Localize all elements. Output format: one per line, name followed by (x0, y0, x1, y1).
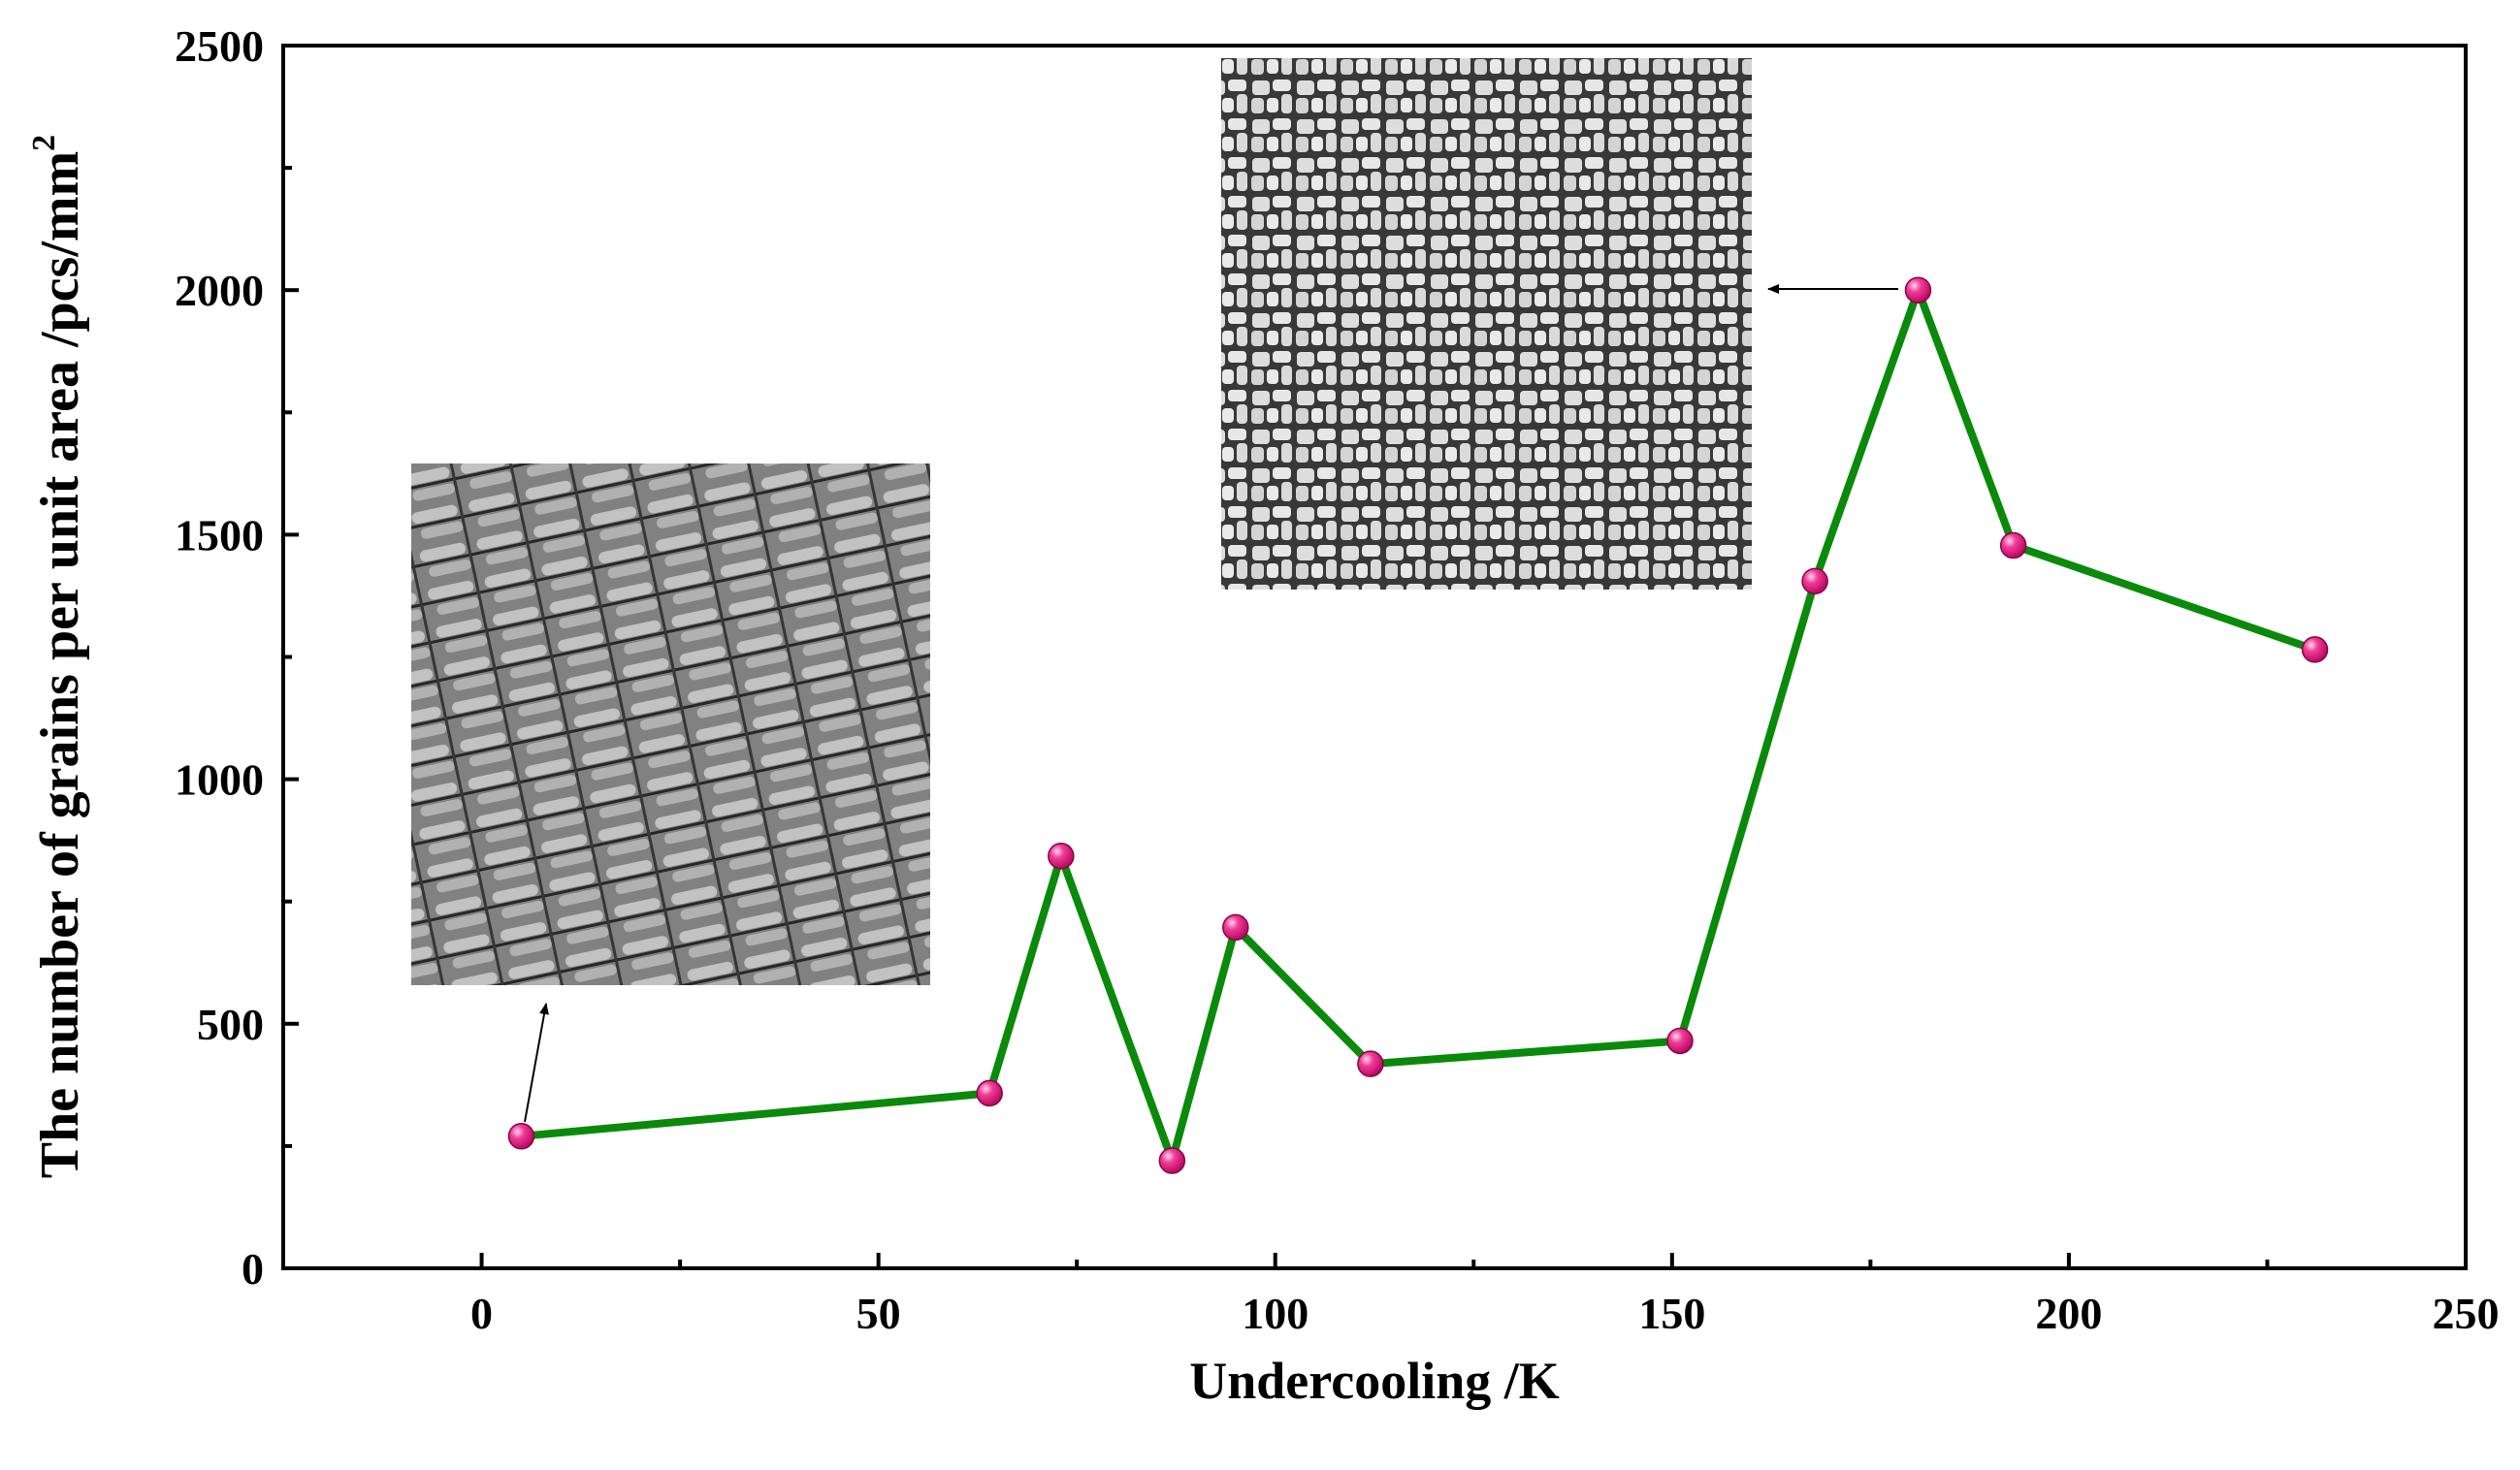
y-tick-label: 2000 (175, 266, 264, 315)
x-axis-label: Undercooling /K (1189, 1352, 1560, 1410)
x-tick-label: 250 (2433, 1289, 2500, 1338)
x-tick-label: 150 (1638, 1289, 1705, 1338)
y-axis-label-superscript: 2 (26, 135, 62, 151)
x-tick-label: 200 (2035, 1289, 2102, 1338)
data-point (507, 1123, 535, 1150)
y-axis-label: The number of grains per unit area /pcs/… (26, 135, 90, 1178)
x-tick-label: 50 (856, 1289, 901, 1338)
data-point (1801, 567, 1828, 595)
x-tick-label: 0 (470, 1289, 493, 1338)
data-point (1158, 1147, 1186, 1174)
y-tick-label: 2500 (175, 21, 264, 71)
y-tick-label: 1000 (175, 755, 264, 805)
x-tick-label: 100 (1242, 1289, 1308, 1338)
inset-micrograph-grains (1221, 58, 1752, 590)
data-point (1999, 531, 2027, 559)
data-point (1904, 276, 1932, 304)
data-point (1222, 913, 1249, 942)
y-axis-label-text: The number of grains per unit area /pcs/… (30, 151, 90, 1178)
data-point (976, 1079, 1003, 1107)
inset-micrograph-dendritic (411, 463, 930, 985)
data-point (2301, 636, 2329, 663)
y-tick-label: 500 (197, 1000, 264, 1049)
arrow-to-dendritic-inset (524, 1003, 549, 1123)
y-tick-label: 0 (242, 1244, 264, 1294)
data-point (1666, 1027, 1694, 1055)
data-point (1048, 843, 1075, 870)
y-tick-label: 1500 (175, 510, 264, 559)
data-point (1357, 1050, 1384, 1077)
